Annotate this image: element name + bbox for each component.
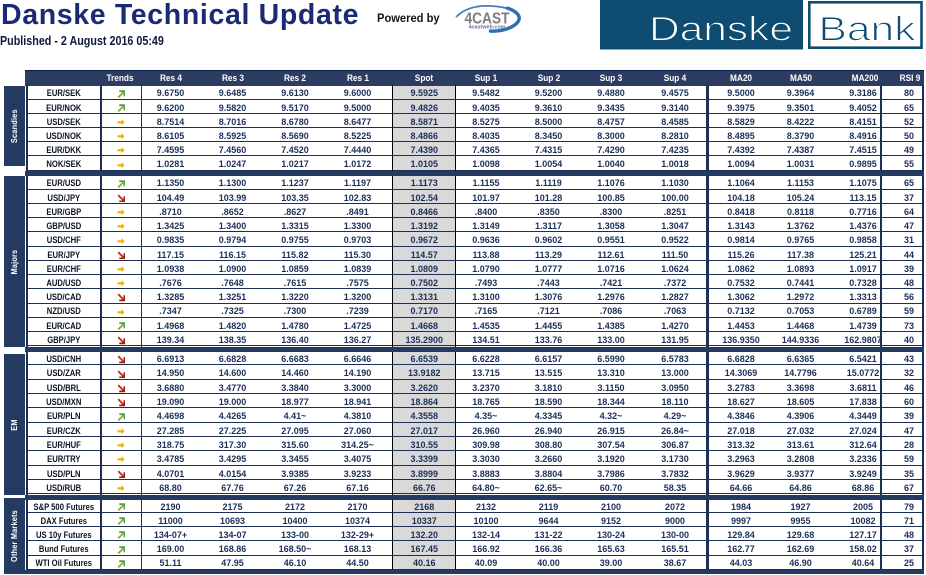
svg-text:Bank: Bank bbox=[819, 11, 917, 49]
svg-text:Danske: Danske bbox=[649, 11, 793, 49]
svg-text:4castweb.com: 4castweb.com bbox=[469, 24, 506, 30]
svg-text:4CAST: 4CAST bbox=[465, 10, 510, 27]
